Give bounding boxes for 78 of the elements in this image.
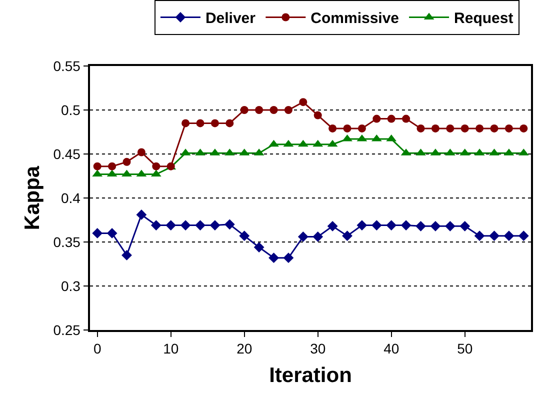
x-tick-label: 40: [384, 340, 400, 357]
y-tick-label: 0.3: [60, 278, 81, 294]
point: [386, 220, 397, 230]
point: [166, 220, 176, 230]
point: [152, 162, 160, 170]
point: [358, 124, 366, 132]
point: [312, 232, 324, 242]
point: [504, 230, 514, 242]
point: [298, 232, 308, 242]
point: [430, 220, 441, 232]
point: [268, 252, 279, 264]
point: [387, 114, 396, 123]
point: [210, 220, 220, 230]
y-tick-label: 0.55: [53, 58, 81, 74]
point: [254, 242, 264, 252]
point: [180, 220, 191, 230]
point: [136, 210, 147, 220]
point: [196, 119, 204, 128]
x-tick-label: 10: [163, 340, 179, 357]
point: [504, 124, 513, 132]
point: [356, 220, 368, 230]
point: [400, 220, 412, 230]
point: [92, 228, 103, 238]
point: [106, 228, 118, 238]
point: [372, 114, 381, 123]
point: [255, 106, 264, 114]
point: [327, 220, 338, 232]
x-tick-label: 50: [457, 340, 473, 357]
x-tick-label: 30: [310, 340, 326, 357]
x-tick-label: 20: [236, 340, 252, 357]
point: [460, 220, 470, 232]
point: [474, 230, 485, 242]
point: [490, 124, 498, 132]
point: [283, 252, 294, 264]
point: [210, 119, 219, 128]
point: [182, 119, 190, 128]
point: [342, 230, 352, 242]
point: [122, 250, 132, 260]
point: [137, 148, 146, 156]
y-tick-label: 0.45: [53, 146, 81, 162]
point: [268, 140, 279, 147]
legend-label: Request: [454, 10, 514, 28]
point: [226, 119, 234, 128]
point: [240, 106, 248, 114]
point: [284, 106, 292, 114]
point: [446, 124, 454, 132]
legend-label: Deliver: [205, 10, 256, 28]
y-tick-label: 0.35: [53, 234, 81, 250]
point: [460, 124, 469, 132]
point: [520, 124, 528, 132]
point: [416, 220, 426, 232]
x-axis-title: Iteration: [269, 364, 352, 388]
y-tick-label: 0.4: [60, 190, 81, 206]
point: [195, 220, 206, 230]
point: [444, 220, 456, 232]
point: [122, 158, 131, 166]
point: [431, 124, 440, 132]
point: [150, 220, 162, 230]
point: [371, 220, 382, 230]
point: [518, 230, 529, 242]
point: [108, 162, 116, 170]
point: [299, 98, 308, 106]
point: [489, 230, 500, 242]
point: [328, 124, 337, 132]
point: [270, 106, 278, 114]
y-tick-label: 0.25: [53, 322, 81, 338]
point: [224, 219, 235, 230]
legend-label: Commissive: [310, 10, 400, 28]
point: [402, 114, 410, 123]
point: [239, 230, 250, 242]
point: [314, 111, 322, 120]
y-tick-label: 0.5: [60, 102, 81, 118]
point: [343, 124, 352, 132]
point: [93, 162, 102, 170]
x-tick-label: 0: [93, 340, 102, 357]
y-axis-title: Kappa: [20, 166, 44, 230]
point: [416, 124, 425, 132]
point: [476, 124, 484, 132]
